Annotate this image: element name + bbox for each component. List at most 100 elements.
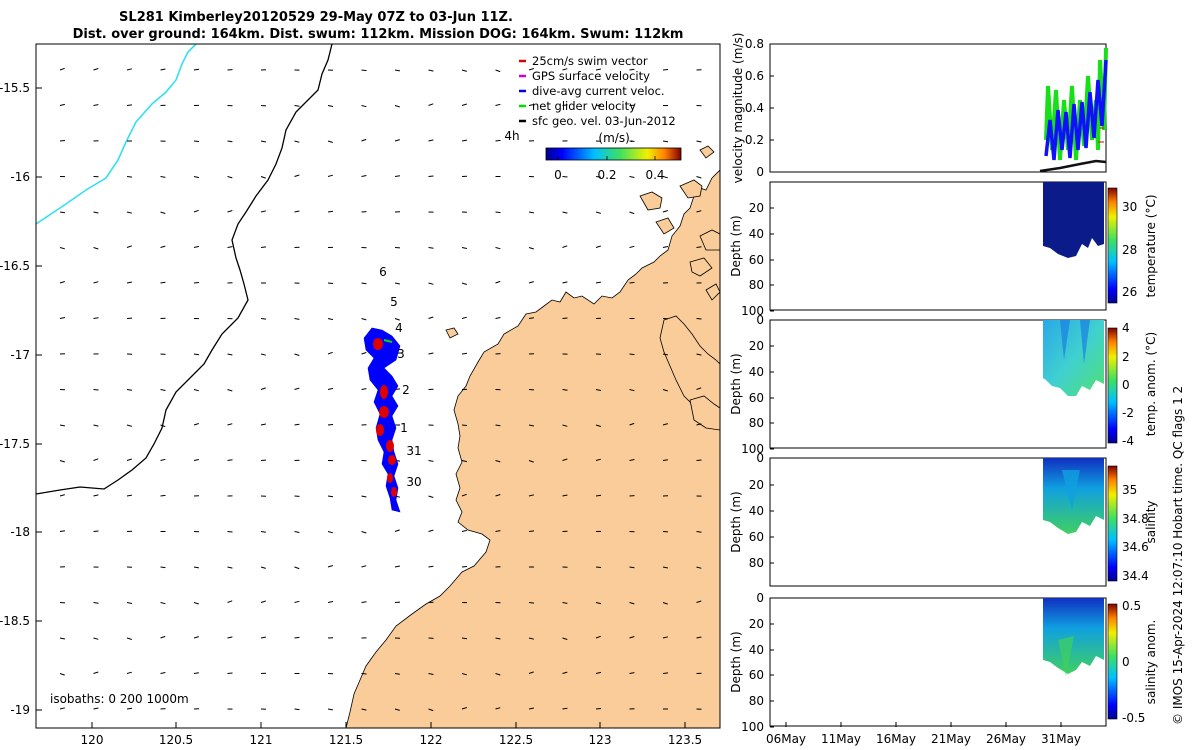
velocity-arrow: [160, 176, 166, 178]
velocity-arrow: [495, 247, 501, 250]
velocity-arrow: [595, 68, 602, 71]
velocity-arrow: [160, 281, 166, 284]
velocity-arrow: [495, 69, 501, 73]
velocity-arrow: [595, 635, 601, 639]
velocity-arrow: [227, 459, 233, 461]
velocity-arrow: [428, 708, 434, 712]
map-x-tick-label: 123.5: [668, 733, 702, 747]
velocity-arrow: [227, 140, 233, 143]
date-tick-label: 11May: [821, 732, 861, 746]
panel-y-tick-label: 0.4: [745, 101, 764, 115]
velocity-arrow: [428, 316, 434, 319]
velocity-arrow: [193, 176, 200, 179]
velocity-arrow: [629, 68, 635, 71]
velocity-arrow: [461, 103, 467, 106]
map-x-tick-label: 123: [589, 733, 612, 747]
velocity-arrow: [562, 671, 568, 674]
velocity-arrow: [662, 423, 668, 426]
day-label: 3: [397, 347, 405, 361]
velocity-arrow: [260, 387, 266, 390]
velocity-arrow: [361, 495, 367, 498]
velocity-arrow: [294, 566, 300, 570]
map-y-tick-label: -16.5: [0, 259, 30, 273]
velocity-arrow: [495, 673, 501, 676]
velocity-arrow: [428, 495, 434, 498]
velocity-arrow: [428, 139, 434, 142]
velocity-arrow: [528, 637, 535, 640]
panel-y-label: Depth (m): [729, 631, 743, 692]
velocity-arrow: [361, 352, 367, 355]
velocity-arrow: [160, 458, 166, 461]
velocity-arrow: [260, 353, 267, 356]
velocity-arrow: [528, 424, 535, 427]
panel-y-tick-label: 80: [749, 278, 764, 292]
velocity-arrow: [59, 673, 65, 676]
velocity-arrow: [59, 247, 65, 250]
velocity-arrow: [294, 600, 300, 603]
velocity-arrow: [227, 636, 233, 639]
velocity-arrow: [764, 388, 769, 389]
velocity-arrow: [764, 211, 769, 212]
velocity-arrow: [461, 352, 468, 355]
legend-label: net glider velocity: [532, 99, 636, 113]
velocity-arrow: [93, 494, 99, 497]
velocity-arrow: [495, 211, 501, 214]
velocity-arrow: [629, 566, 635, 569]
velocity-arrow: [126, 494, 132, 497]
velocity-arrow: [59, 140, 66, 142]
velocity-arrow: [327, 140, 333, 143]
map-x-tick-label: 120.5: [159, 733, 193, 747]
velocity-arrow: [730, 745, 735, 746]
speed-colorbar: [545, 147, 682, 161]
velocity-arrow: [629, 422, 635, 426]
velocity-arrow: [662, 353, 668, 356]
velocity-arrow: [696, 318, 702, 320]
velocity-arrow: [93, 458, 99, 461]
velocity-arrow: [428, 673, 434, 675]
date-tick-label: 21May: [931, 732, 971, 746]
velocity-arrow: [528, 317, 534, 319]
panel-y-tick-label: 0.8: [745, 37, 764, 51]
velocity-arrow: [193, 282, 200, 284]
velocity-arrow: [696, 423, 702, 426]
credit-text: © IMOS 15-Apr-2024 12:07:10 Hobart time.…: [1171, 386, 1185, 725]
velocity-arrow: [260, 423, 266, 426]
velocity-arrow: [495, 280, 501, 284]
velocity-arrow: [193, 68, 200, 71]
temperature-panel: [769, 181, 1118, 311]
velocity-arrow: [327, 565, 333, 568]
velocity-arrow: [327, 351, 333, 355]
velocity-arrow: [395, 743, 400, 745]
panel-y-tick-label: 40: [749, 643, 764, 657]
velocity-arrow: [629, 245, 635, 248]
velocity-arrow: [461, 673, 467, 676]
velocity-arrow: [528, 68, 534, 71]
panel-cbar-tick-label: 0: [1122, 378, 1130, 392]
map-y-tick-label: -17: [10, 348, 30, 362]
velocity-arrow: [228, 745, 233, 746]
day-label: 4: [395, 321, 403, 335]
velocity-arrow: [295, 745, 300, 746]
velocity-arrow: [394, 105, 400, 108]
colorbar-tick-label: 0.4: [645, 168, 664, 182]
velocity-arrow: [428, 69, 434, 72]
velocity-arrow: [126, 458, 132, 461]
map-x-axis: 120 120.5 121 121.5 122 122.5 123 123.5: [81, 722, 702, 747]
velocity-arrow: [361, 531, 367, 534]
velocity-black-series: [1039, 159, 1107, 173]
panel-y-tick-label: 80: [749, 416, 764, 430]
velocity-arrow: [59, 494, 65, 497]
map-y-tick-label: -18: [10, 525, 30, 539]
velocity-arrow: [126, 424, 132, 427]
panel-y-tick-label: 80: [749, 694, 764, 708]
velocity-arrow: [495, 139, 501, 142]
velocity-arrow: [59, 67, 65, 71]
velocity-arrow: [696, 600, 702, 603]
velocity-arrow: [730, 709, 735, 710]
velocity-arrow: [227, 246, 233, 248]
velocity-arrow: [696, 140, 702, 143]
velocity-arrow: [126, 211, 133, 214]
velocity-arrow: [260, 210, 267, 213]
title-line2: Dist. over ground: 164km. Dist. swum: 11…: [73, 27, 684, 42]
